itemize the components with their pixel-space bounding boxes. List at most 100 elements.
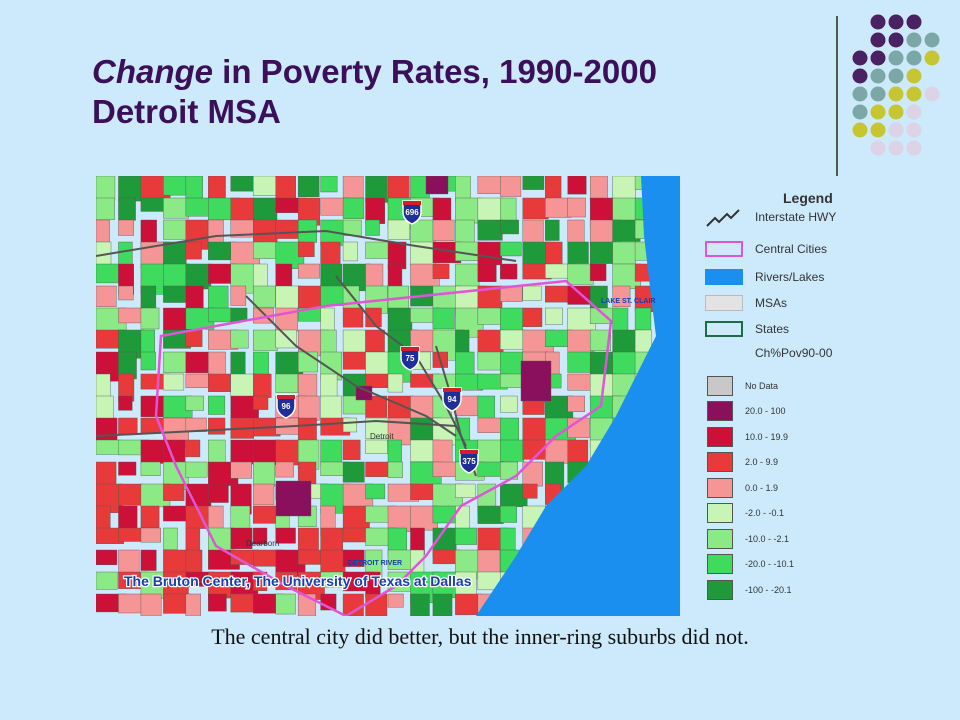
- interstate-shield-94: 94: [442, 387, 462, 412]
- census-tract: [163, 527, 178, 550]
- census-tract: [432, 263, 450, 279]
- census-tract: [567, 197, 586, 218]
- legend-class-row: -2.0 - -0.1: [683, 502, 784, 524]
- census-tract: [500, 505, 517, 523]
- legend-label: MSAs: [755, 296, 788, 310]
- shield-number: 94: [448, 395, 457, 404]
- shield-number: 375: [462, 457, 476, 466]
- census-tract: [253, 351, 269, 377]
- census-tract: [455, 176, 471, 202]
- census-tract: [297, 176, 320, 197]
- legend-item-interstate: Interstate HWY: [683, 206, 836, 228]
- shield-icon: [459, 449, 479, 474]
- decorative-dot: [888, 140, 904, 156]
- census-tract: [185, 241, 202, 260]
- census-tract: [342, 219, 362, 236]
- legend-class-row: 20.0 - 100: [683, 400, 786, 422]
- census-tract: [589, 241, 616, 264]
- census-tract: [387, 373, 404, 393]
- legend-title: Legend: [783, 190, 833, 206]
- census-tract: [297, 527, 319, 550]
- census-tract: [500, 263, 518, 280]
- decorative-dot: [870, 86, 886, 102]
- census-tract: [365, 373, 389, 389]
- census-tract: [477, 176, 505, 194]
- decorative-dot: [906, 86, 922, 102]
- title-main: in Poverty Rates, 1990-2000: [213, 53, 657, 90]
- census-tract: [342, 505, 370, 531]
- census-tract: [253, 329, 278, 351]
- census-tract: [96, 263, 119, 284]
- census-tract: [185, 395, 204, 411]
- census-tract: [545, 197, 572, 218]
- census-tract: [140, 197, 166, 212]
- census-tract: [140, 351, 156, 371]
- decorative-dot: [870, 122, 886, 138]
- census-tract: [387, 439, 402, 464]
- census-tract: [612, 285, 631, 307]
- census-tract: [140, 549, 157, 571]
- legend-item-rivers-lakes: Rivers/Lakes: [683, 266, 824, 288]
- class-swatch: [707, 376, 733, 396]
- shield-icon: [400, 346, 420, 371]
- census-tract: [455, 263, 480, 290]
- census-tract: [320, 307, 335, 332]
- census-tract: [320, 176, 338, 193]
- census-tract: [320, 373, 338, 398]
- census-tract: [253, 241, 280, 259]
- census-tract: [545, 241, 563, 268]
- shield-icon: [442, 387, 462, 412]
- census-tract: [163, 219, 190, 240]
- slide-title: Change in Poverty Rates, 1990-2000 Detro…: [92, 52, 657, 132]
- census-tract: [140, 285, 157, 309]
- census-tract: [500, 439, 524, 462]
- census-tract: [185, 176, 203, 200]
- census-tract: [140, 439, 167, 464]
- census-tract: [432, 461, 459, 477]
- interstate-shield-96: 96: [276, 394, 296, 419]
- class-swatch: [707, 554, 733, 574]
- decorative-dot: [906, 122, 922, 138]
- census-tract: [253, 505, 277, 524]
- lake-label: LAKE ST. CLAIR: [601, 298, 655, 305]
- census-tract: [208, 395, 226, 415]
- class-label: -2.0 - -0.1: [745, 508, 785, 518]
- census-tract: [96, 373, 111, 398]
- census-tract: [96, 571, 118, 590]
- states-swatch: [705, 321, 743, 337]
- legend-class-row: -20.0 - -10.1: [683, 553, 794, 575]
- census-tract: [545, 176, 562, 202]
- shield-band: [403, 201, 421, 205]
- census-tract: [500, 219, 519, 235]
- decorative-dot: [870, 140, 886, 156]
- census-tract: [365, 483, 386, 500]
- census-tract: [275, 461, 294, 478]
- census-tract: [140, 593, 162, 616]
- census-tract: [425, 176, 449, 195]
- decorative-dot: [906, 104, 922, 120]
- census-tract: [208, 439, 226, 465]
- census-tract: [297, 263, 320, 279]
- interstate-shield-696: 696: [402, 200, 422, 225]
- census-tract: [96, 549, 118, 566]
- class-swatch: [707, 452, 733, 472]
- census-tract: [432, 571, 460, 598]
- census-tract: [140, 505, 160, 529]
- decorative-dot: [888, 50, 904, 66]
- census-tract: [297, 417, 317, 441]
- census-tract: [545, 219, 560, 241]
- class-swatch: [707, 580, 733, 600]
- census-tract: [612, 241, 636, 265]
- census-tract: [320, 263, 343, 289]
- class-label: -20.0 - -10.1: [745, 559, 795, 569]
- census-tract: [140, 461, 161, 476]
- decorative-dot: [888, 86, 904, 102]
- census-tract: [253, 439, 280, 466]
- census-tract: [185, 417, 207, 432]
- decorative-dot: [924, 86, 940, 102]
- census-tract: [365, 329, 385, 353]
- census-tract: [320, 527, 343, 553]
- census-tract: [320, 549, 346, 576]
- census-tract: [365, 439, 388, 454]
- census-tract: [275, 527, 296, 544]
